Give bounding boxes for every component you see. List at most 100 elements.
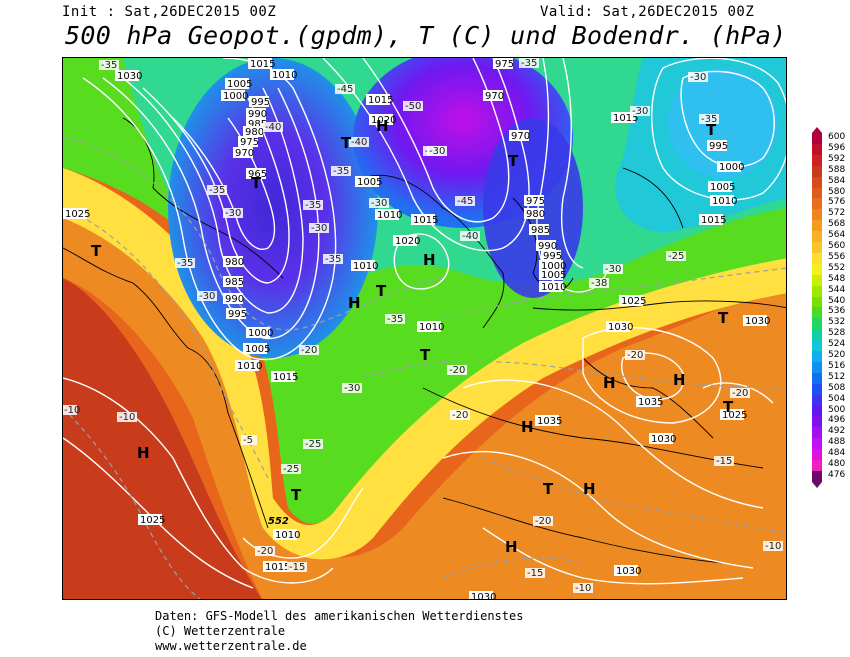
svg-text:1010: 1010 bbox=[377, 210, 402, 221]
svg-text:970: 970 bbox=[511, 131, 530, 142]
svg-text:1005: 1005 bbox=[710, 182, 735, 193]
legend-value: 576 bbox=[828, 197, 846, 208]
low-center: T bbox=[251, 174, 262, 192]
legend-swatch bbox=[812, 176, 822, 188]
warm-region-southwest bbox=[63, 278, 262, 599]
temperature-label: -20 bbox=[533, 516, 553, 527]
pressure-label: 1030 bbox=[649, 433, 676, 445]
svg-text:-20: -20 bbox=[449, 365, 465, 376]
legend-value: 484 bbox=[828, 448, 846, 459]
temperature-label: -45 bbox=[455, 196, 475, 207]
legend-entry: 592 bbox=[812, 153, 848, 166]
pressure-label: 1015 bbox=[611, 112, 638, 124]
temperature-label: -38 bbox=[589, 278, 609, 289]
svg-text:1015: 1015 bbox=[413, 215, 438, 226]
pressure-label: 1015 bbox=[411, 214, 438, 226]
valid-time-label: Valid: Sat,26DEC2015 00Z bbox=[540, 4, 755, 20]
svg-text:1000: 1000 bbox=[541, 261, 566, 272]
legend-entry: 528 bbox=[812, 328, 848, 341]
temperature-label: -30 bbox=[630, 106, 650, 117]
svg-text:-35: -35 bbox=[177, 258, 193, 269]
svg-text:985: 985 bbox=[531, 225, 550, 236]
temperature-label: -5 bbox=[241, 435, 257, 446]
pressure-label: 980 bbox=[243, 126, 264, 138]
svg-text:-15: -15 bbox=[527, 568, 543, 579]
temperature-label: -20 bbox=[447, 365, 467, 376]
svg-text:-20: -20 bbox=[301, 345, 317, 356]
pressure-label: 990 bbox=[246, 108, 267, 120]
legend-swatch bbox=[812, 329, 822, 341]
svg-text:990: 990 bbox=[538, 241, 557, 252]
pressure-label: 990 bbox=[536, 240, 557, 252]
temperature-label: -10 bbox=[573, 583, 593, 594]
svg-text:-30: -30 bbox=[371, 198, 387, 209]
pressure-label: 1000 bbox=[221, 90, 248, 102]
orange-band bbox=[63, 218, 786, 599]
svg-text:1010: 1010 bbox=[712, 196, 737, 207]
pressure-label: 1010 bbox=[375, 209, 402, 221]
svg-text:975: 975 bbox=[240, 137, 259, 148]
legend-swatch bbox=[812, 220, 822, 232]
svg-text:970: 970 bbox=[485, 91, 504, 102]
pressure-label: 1020 bbox=[369, 114, 396, 126]
pressure-label: 975 bbox=[493, 58, 514, 70]
weather-map[interactable]: 1030 1015 1010 1005 1000 995 990 985 980… bbox=[62, 57, 787, 600]
pressure-label: 985 bbox=[223, 276, 244, 288]
legend-swatch bbox=[812, 231, 822, 243]
legend-swatch bbox=[812, 133, 822, 144]
temperature-label: -35 bbox=[385, 314, 405, 325]
pressure-label-text: 1030 bbox=[117, 71, 142, 82]
svg-text:975: 975 bbox=[526, 196, 545, 207]
svg-text:-10: -10 bbox=[575, 583, 591, 594]
legend-entry: 556 bbox=[812, 252, 848, 264]
legend-value: 512 bbox=[828, 371, 846, 382]
svg-text:1015: 1015 bbox=[613, 113, 638, 124]
legend-swatch bbox=[812, 340, 822, 352]
western-low-core bbox=[168, 58, 378, 358]
svg-text:-10: -10 bbox=[765, 541, 781, 552]
temperature-label: -40 bbox=[349, 137, 369, 148]
legend-entry: 588 bbox=[812, 165, 848, 177]
svg-text:-30: -30 bbox=[605, 264, 621, 275]
svg-text:985: 985 bbox=[225, 277, 244, 288]
pressure-label: 1030 bbox=[115, 70, 142, 82]
footer-website-link[interactable]: www.wetterzentrale.de bbox=[155, 639, 307, 653]
svg-text:-25: -25 bbox=[283, 464, 299, 475]
svg-text:-30: -30 bbox=[311, 223, 327, 234]
legend-swatch bbox=[812, 209, 822, 221]
low-center: T bbox=[376, 282, 387, 300]
svg-text:1000: 1000 bbox=[223, 91, 248, 102]
legend-entry: 544 bbox=[812, 285, 848, 297]
svg-text:1000: 1000 bbox=[719, 162, 744, 173]
svg-text:1010: 1010 bbox=[419, 322, 444, 333]
temperature-label: -15 bbox=[525, 568, 545, 579]
temperature-label: -20 bbox=[625, 350, 645, 361]
temperature-label: -35 bbox=[303, 200, 323, 211]
pressure-label: 1000 bbox=[539, 260, 566, 272]
legend-arrow-top bbox=[812, 127, 822, 133]
legend-swatch bbox=[812, 405, 822, 417]
svg-text:-20: -20 bbox=[452, 410, 468, 421]
legend-entry: 516 bbox=[812, 361, 848, 373]
legend-value: 592 bbox=[828, 153, 846, 164]
legend-swatch bbox=[812, 438, 822, 450]
temperature-label: -30 bbox=[197, 291, 217, 302]
svg-text:-30: -30 bbox=[344, 383, 360, 394]
pressure-label: 1035 bbox=[636, 396, 663, 408]
legend-swatch bbox=[812, 460, 822, 471]
legend-swatch bbox=[812, 307, 822, 319]
low-center: T bbox=[420, 346, 431, 364]
legend-entry: 512 bbox=[812, 371, 848, 384]
svg-text:1025: 1025 bbox=[140, 515, 165, 526]
low-center: T bbox=[718, 309, 729, 327]
svg-text:-20: -20 bbox=[257, 546, 273, 557]
svg-text:-20: -20 bbox=[732, 388, 748, 399]
pressure-label: 995 bbox=[226, 308, 247, 320]
high-center: H bbox=[505, 538, 518, 556]
temperature-label: -35 bbox=[699, 114, 719, 125]
svg-text:1010: 1010 bbox=[275, 530, 300, 541]
svg-text:1005: 1005 bbox=[245, 344, 270, 355]
svg-text:-20: -20 bbox=[535, 516, 551, 527]
svg-text:-40: -40 bbox=[265, 122, 281, 133]
svg-text:-35: -35 bbox=[325, 254, 341, 265]
